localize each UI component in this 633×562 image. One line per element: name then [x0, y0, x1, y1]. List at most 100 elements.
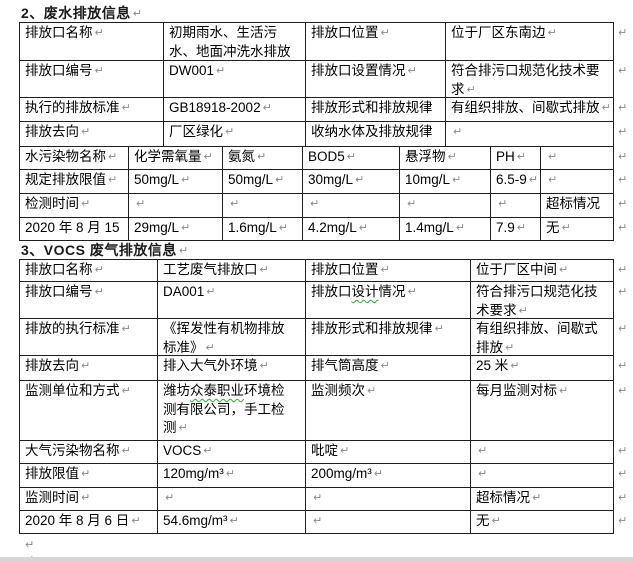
cell-end-mark-icon: ↵	[81, 198, 91, 210]
table-cell: 监测时间 ↵	[20, 488, 158, 511]
cell-end-mark-icon: ↵	[453, 126, 463, 138]
cell-text: GB18918-2002	[169, 100, 261, 115]
cell-text: 29mg/L	[134, 220, 180, 235]
table-cell: 《挥发性有机物排放标准》 ↵	[158, 319, 306, 356]
row-end-mark-icon: ↵	[618, 286, 628, 298]
cell-end-mark-icon: ↵	[94, 264, 104, 276]
cell-text: 大气污染物名称	[25, 443, 120, 458]
table-cell: 排放形式和排放规律↵	[306, 98, 446, 122]
cell-end-mark-icon: ↵	[516, 151, 526, 163]
cell-end-mark-icon: ↵	[203, 445, 213, 457]
cell-end-mark-icon: ↵	[346, 151, 356, 163]
table-cell: 排放去向 ↵	[20, 122, 164, 147]
cell-end-mark-icon: ↵	[121, 385, 131, 397]
cell-end-mark-icon: ↵	[447, 151, 457, 163]
table-cell: 54.6mg/m³ ↵	[158, 511, 306, 534]
cell-text: 氨氮	[228, 149, 255, 164]
table-cell: 排放口编号 ↵	[20, 61, 164, 98]
cell-end-mark-icon: ↵	[216, 65, 226, 77]
table-cell: ↵	[129, 194, 223, 218]
cell-text: 排放口设置情况	[311, 63, 406, 78]
cell-text: 1.6mg/L	[228, 220, 277, 235]
table-row: 规定排放限值 ↵ 50mg/L ↵ 50mg/L ↵ 30mg/L ↵ 10mg/L ↵ 6.5-9…	[20, 170, 627, 194]
cell-end-mark-icon: ↵	[505, 341, 515, 354]
table-row: 检测时间↵↵↵↵↵↵超标情况↵↵	[20, 194, 627, 218]
table-cell: 无 ↵	[541, 218, 614, 241]
table-cell: 4.2mg/L ↵	[303, 218, 400, 241]
cell-text: 超标情况	[546, 196, 600, 211]
table-row: 大气污染物名称 ↵ VOCS ↵ 吡啶 ↵ ↵ ↵	[20, 441, 627, 464]
cell-text: 吡啶	[311, 443, 338, 458]
cell-end-mark-icon: ↵	[452, 174, 462, 186]
row-end-mark-icon: ↵	[618, 65, 628, 77]
cell-end-mark-icon: ↵	[340, 445, 350, 457]
window-bottom-edge	[0, 557, 633, 562]
cell-end-mark-icon: ↵	[181, 174, 191, 186]
table-cell: 有组织排放、间歇式排放 ↵	[446, 98, 614, 122]
cell-text: 超标情况	[476, 490, 530, 505]
wastewater-table: 排放口名称↵初期雨水、生活污水、地面冲洗水排放口↵排放口位置↵位于厂区东南边↵↵…	[19, 22, 627, 241]
cell-text: 有组织排放、间歇式排放	[451, 100, 600, 115]
table-cell: ↵	[223, 194, 303, 218]
cell-end-mark-icon: ↵	[455, 222, 465, 234]
cell-end-mark-icon: ↵	[259, 360, 269, 372]
cell-end-mark-icon: ↵	[257, 151, 267, 163]
cell-text: 执行的排放标准	[25, 100, 120, 115]
cell-text: 7.9	[496, 220, 515, 235]
cell-end-mark-icon: ↵	[367, 385, 377, 397]
table-cell: 50mg/L ↵	[223, 170, 303, 194]
cell-text: DA001	[163, 284, 205, 299]
cell-text: DW001	[169, 63, 215, 78]
table-cell: 收纳水体及排放规律 ↵	[306, 122, 446, 147]
table-cell: 120mg/m³ ↵	[158, 464, 306, 488]
table-cell: 排放口设置情况 ↵	[306, 61, 446, 98]
table-cell: 位于厂区东南边 ↵	[446, 23, 614, 61]
table-row: 排放去向 ↵ 排入大气外环境 ↵ 排气筒高度 ↵ 25 米 ↵ ↵	[20, 356, 627, 381]
table-cell: ↵	[306, 488, 471, 511]
misspelled-text: 设计	[351, 284, 379, 299]
cell-text: 排放口设计情况	[311, 284, 406, 299]
cell-end-mark-icon: ↵	[547, 27, 557, 39]
cell-end-mark-icon: ↵	[310, 198, 320, 210]
cell-end-mark-icon: ↵	[275, 174, 285, 186]
table-cell: 规定排放限值 ↵	[20, 170, 129, 194]
cell-end-mark-icon: ↵	[229, 515, 239, 527]
table-cell: ↵	[471, 441, 614, 464]
cell-end-mark-icon: ↵	[373, 468, 383, 480]
cell-text: 潍坊众泰职业环境检测有限公司，手工检测	[163, 383, 285, 435]
cell-text: VOCS	[163, 443, 202, 458]
cell-text: BOD5	[308, 149, 345, 164]
cell-text: 悬浮物	[405, 149, 446, 164]
table-cell: 排放口名称 ↵	[20, 260, 158, 282]
cell-text: 1.4mg/L	[405, 220, 454, 235]
section-title-text: 2、废水排放信息	[21, 5, 131, 21]
cell-text: 位于厂区东南边	[451, 25, 546, 40]
table-cell: 无 ↵	[471, 511, 614, 534]
table-cell: 排放形式和排放规律↵	[306, 319, 471, 356]
cell-text: 初期雨水、生活污水、地面冲洗水排放口	[169, 25, 291, 59]
cell-text: 收纳水体及排放规律	[311, 124, 433, 139]
cell-end-mark-icon: ↵	[131, 515, 141, 527]
table-cell: 排放去向 ↵	[20, 356, 158, 381]
cell-end-mark-icon: ↵	[205, 341, 215, 354]
row-end-mark-icon: ↵	[618, 198, 628, 210]
table-row: 排放口编号 ↵ DW001 ↵ 排放口设置情况 ↵ 符合排污口规范化技术要求 ↵ ↵	[20, 61, 627, 98]
table-cell: 2020 年 8 月 6 日 ↵	[20, 511, 158, 534]
cell-end-mark-icon: ↵	[108, 174, 118, 186]
cell-end-mark-icon: ↵	[601, 102, 611, 114]
table-cell: 排放口名称 ↵	[20, 23, 164, 61]
cell-end-mark-icon: ↵	[206, 286, 216, 298]
cell-end-mark-icon: ↵	[548, 151, 558, 163]
cell-text: 规定排放限值	[25, 172, 106, 187]
table-cell: 超标情况↵	[541, 194, 614, 218]
table-cell: 氨氮 ↵	[223, 147, 303, 170]
cell-text: 排放的执行标准	[25, 321, 120, 336]
cell-end-mark-icon: ↵	[518, 304, 528, 317]
row-end-mark-icon: ↵	[618, 445, 628, 457]
table-cell: DW001 ↵	[164, 61, 306, 98]
cell-end-mark-icon: ↵	[94, 27, 104, 39]
cell-end-mark-icon: ↵	[165, 492, 175, 504]
cell-end-mark-icon: ↵	[466, 83, 476, 96]
cell-end-mark-icon: ↵	[548, 174, 558, 186]
table-cell: 排入大气外环境 ↵	[158, 356, 306, 381]
